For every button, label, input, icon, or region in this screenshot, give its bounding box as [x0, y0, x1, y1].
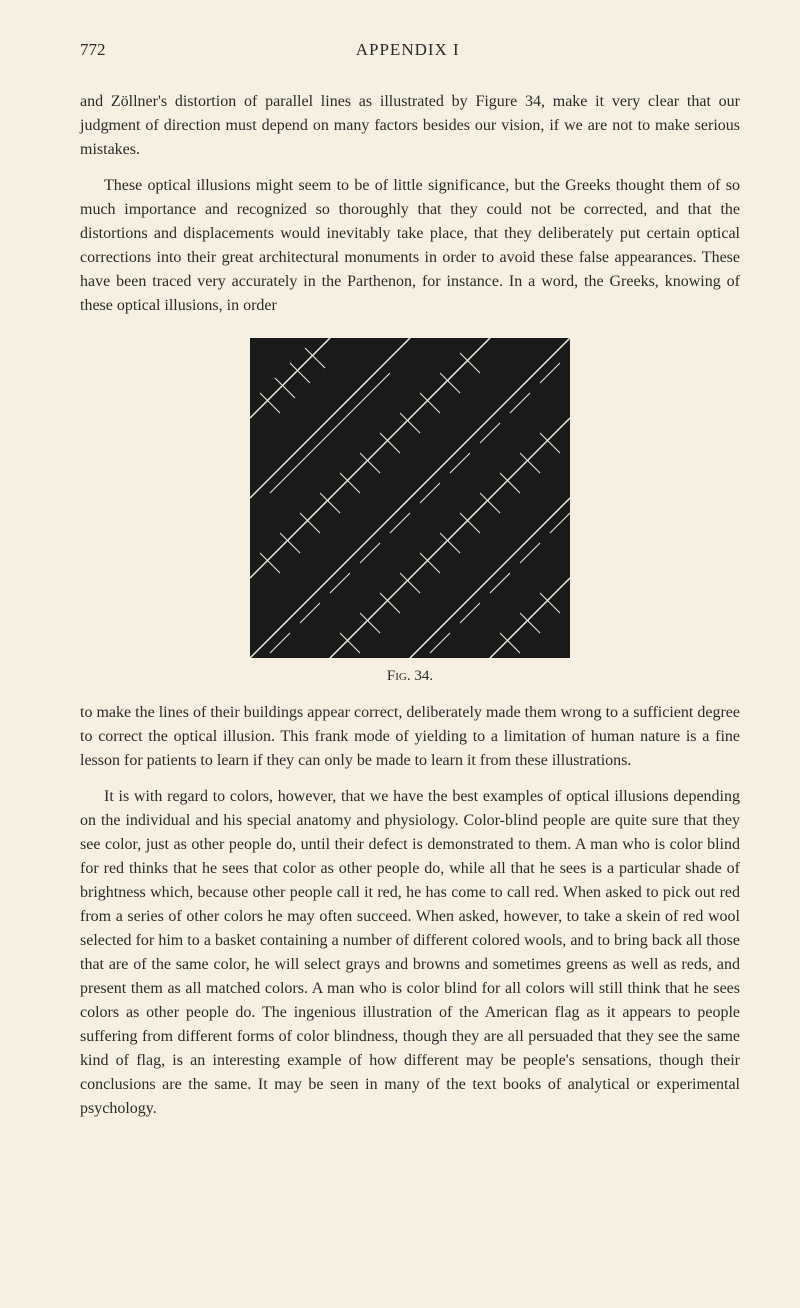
- page-number: 772: [80, 40, 106, 60]
- paragraph-4: It is with regard to colors, however, th…: [80, 785, 740, 1121]
- paragraph-2: These optical illusions might seem to be…: [80, 174, 740, 318]
- appendix-title: APPENDIX I: [356, 40, 460, 60]
- paragraph-1: and Zöllner's distortion of parallel lin…: [80, 90, 740, 162]
- figure-container: [80, 338, 740, 658]
- page-header: 772 APPENDIX I: [80, 40, 740, 60]
- zollner-illusion-figure: [250, 338, 570, 658]
- paragraph-3: to make the lines of their buildings app…: [80, 701, 740, 773]
- figure-caption: Fig. 34.: [80, 668, 740, 685]
